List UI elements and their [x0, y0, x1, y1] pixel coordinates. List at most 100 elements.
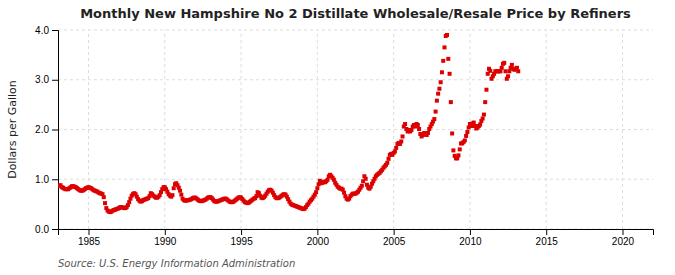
point	[472, 121, 476, 125]
x-axis-line	[59, 230, 654, 236]
y-axis-title: Dollars per Gallon	[6, 80, 19, 179]
point	[448, 72, 452, 76]
y-tick-label: 0.0	[35, 224, 49, 235]
point	[409, 128, 413, 132]
x-tick-label: 1985	[78, 236, 101, 247]
point	[441, 59, 445, 63]
point	[315, 186, 319, 190]
x-tick: 1985	[78, 229, 101, 247]
point	[456, 153, 460, 157]
grid-line-y	[58, 30, 653, 31]
point	[440, 70, 444, 74]
title: Monthly New Hampshire No 2 Distillate Wh…	[80, 6, 631, 21]
grid-line-y	[58, 129, 653, 130]
point	[436, 92, 440, 96]
point	[102, 195, 106, 199]
x-tick-mark	[394, 229, 395, 235]
x-tick-mark	[165, 229, 166, 235]
y-tick-mark	[52, 179, 58, 180]
point	[403, 122, 407, 126]
x-tick: 2000	[307, 229, 330, 247]
point	[458, 147, 462, 151]
grid-line-y	[58, 179, 653, 180]
x-tick-mark	[546, 229, 547, 235]
point	[504, 69, 508, 73]
point	[488, 69, 492, 73]
x-tick-mark	[317, 229, 318, 235]
point	[178, 189, 182, 193]
y-tick: 2.0	[35, 124, 58, 135]
y-tick-label: 1.0	[35, 174, 49, 185]
point	[482, 113, 486, 117]
point	[484, 88, 488, 92]
point	[434, 110, 438, 114]
point	[172, 186, 176, 190]
point	[417, 127, 421, 131]
point	[416, 123, 420, 127]
point	[442, 45, 446, 49]
point	[401, 134, 405, 138]
y-tick-mark	[52, 130, 58, 131]
point	[432, 117, 436, 121]
point	[342, 191, 346, 195]
x-tick: 2020	[612, 229, 635, 247]
x-tick-mark	[89, 229, 90, 235]
point	[516, 69, 520, 73]
point	[439, 80, 443, 84]
grid-line-y	[58, 79, 653, 80]
point	[399, 139, 403, 143]
point	[445, 33, 449, 37]
x-tick-label: 1990	[154, 236, 177, 247]
point	[127, 200, 131, 204]
x-tick: 1995	[230, 229, 253, 247]
y-tick-label: 3.0	[35, 74, 49, 85]
point	[464, 134, 468, 138]
x-tick: 1990	[154, 229, 177, 247]
y-tick-label: 2.0	[35, 124, 49, 135]
x-tick-label: 2015	[536, 236, 559, 247]
x-tick-mark	[622, 229, 623, 235]
point	[385, 161, 389, 165]
point	[437, 87, 441, 91]
x-tick: 2005	[383, 229, 406, 247]
x-tick-mark	[470, 229, 471, 235]
point	[170, 193, 174, 197]
point	[483, 100, 487, 104]
x-tick-label: 2020	[612, 236, 635, 247]
y-tick-label: 4.0	[35, 25, 49, 36]
x-tick: 2015	[536, 229, 559, 247]
y-tick-mark	[52, 80, 58, 81]
y-tick: 0.0	[35, 224, 58, 235]
point	[450, 131, 454, 135]
point	[364, 177, 368, 181]
point	[465, 130, 469, 134]
point	[502, 61, 506, 65]
point	[451, 148, 455, 152]
point	[463, 138, 467, 142]
x-tick-mark	[241, 229, 242, 235]
point	[500, 66, 504, 70]
x-tick: 2010	[459, 229, 482, 247]
y-tick-mark	[52, 229, 58, 230]
y-axis-line	[52, 31, 59, 230]
chart: 1985 1990 1995 2000 2005 2010 2015 2020 0.0 1.0 2.…	[0, 0, 675, 275]
point	[515, 66, 519, 70]
point	[387, 157, 391, 161]
point	[446, 57, 450, 61]
grid-line-x	[393, 30, 394, 229]
y-tick-mark	[52, 30, 58, 31]
point	[103, 201, 107, 205]
point	[481, 117, 485, 121]
y-axis: 0.0 1.0 2.0 3.0 4.0	[35, 25, 58, 235]
point	[394, 146, 398, 150]
point	[179, 193, 183, 197]
y-tick: 3.0	[35, 74, 58, 85]
grid	[58, 30, 653, 229]
x-tick-label: 2010	[459, 236, 482, 247]
point	[326, 178, 330, 182]
x-tick-label: 1995	[230, 236, 253, 247]
plot-area	[58, 33, 520, 214]
point	[449, 100, 453, 104]
y-tick: 4.0	[35, 25, 58, 36]
grid-line-x	[164, 30, 165, 229]
